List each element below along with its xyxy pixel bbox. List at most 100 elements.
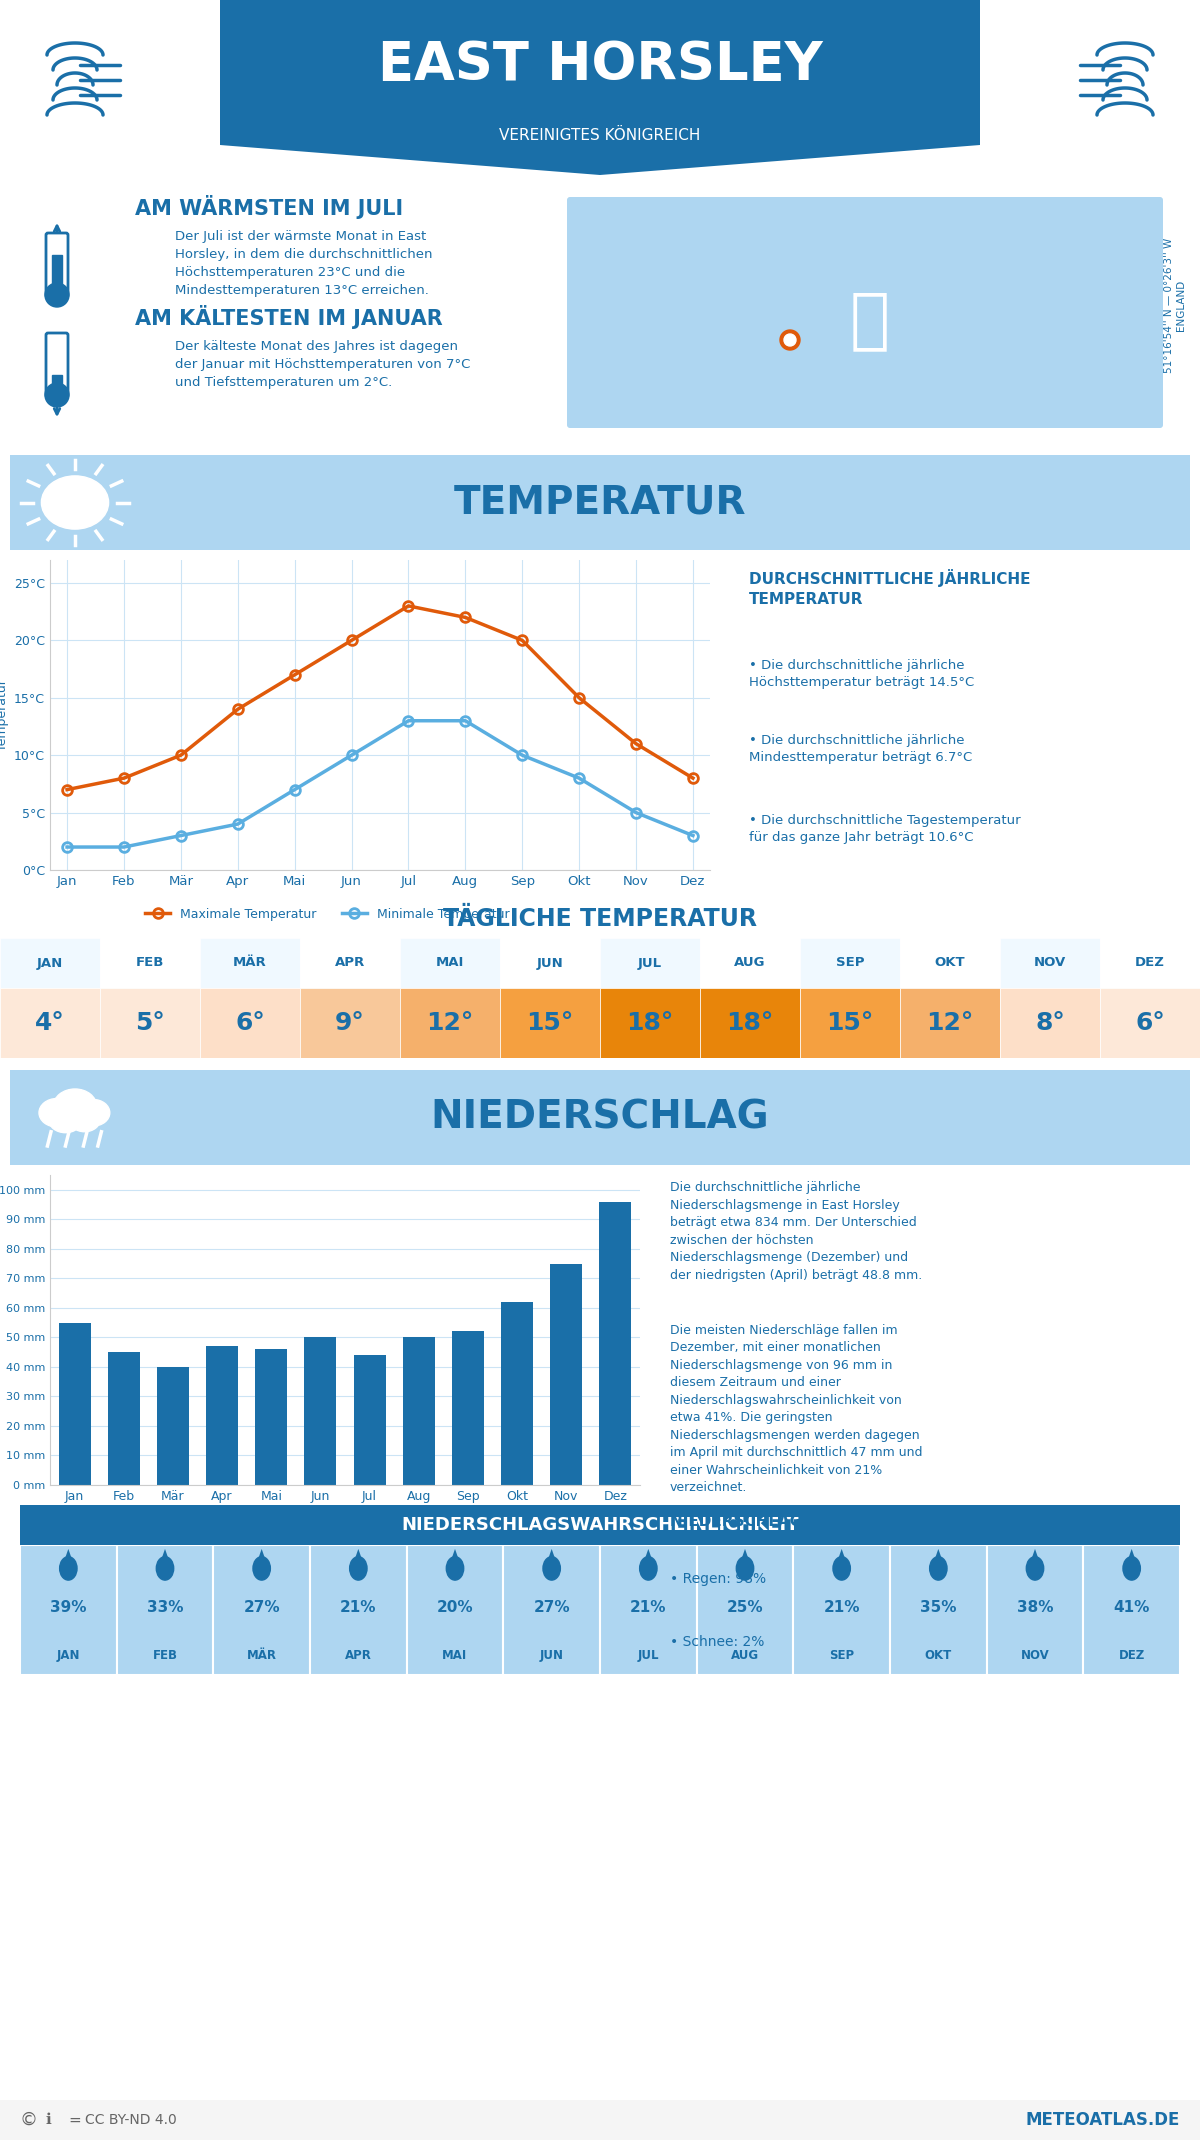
Text: DEZ: DEZ	[1118, 1650, 1145, 1663]
Text: AUG: AUG	[734, 957, 766, 969]
Polygon shape	[61, 1549, 76, 1569]
Polygon shape	[158, 1549, 172, 1569]
Text: ℹ: ℹ	[46, 2112, 50, 2127]
Circle shape	[446, 1556, 463, 1579]
Text: • Regen: 98%: • Regen: 98%	[670, 1573, 766, 1586]
Text: DEZ: DEZ	[1135, 957, 1165, 969]
Polygon shape	[738, 1549, 751, 1569]
Text: VEREINIGTES KÖNIGREICH: VEREINIGTES KÖNIGREICH	[499, 128, 701, 143]
Text: 27%: 27%	[533, 1601, 570, 1616]
Text: 8°: 8°	[1036, 1010, 1064, 1036]
Text: MAI: MAI	[436, 957, 464, 969]
Circle shape	[77, 1100, 110, 1126]
Circle shape	[46, 282, 70, 306]
Circle shape	[49, 1106, 82, 1132]
Circle shape	[349, 1556, 367, 1579]
Circle shape	[1026, 1556, 1044, 1579]
Bar	[403, 1338, 434, 1485]
Bar	[1000, 937, 1100, 989]
Text: SEP: SEP	[835, 957, 864, 969]
Text: NIEDERSCHLAG: NIEDERSCHLAG	[431, 1098, 769, 1136]
Bar	[800, 937, 900, 989]
Bar	[200, 937, 300, 989]
Bar	[400, 989, 500, 1057]
Bar	[502, 1301, 533, 1485]
Text: NIEDERSCHLAG NACH TYP: NIEDERSCHLAG NACH TYP	[670, 1515, 894, 1530]
Polygon shape	[1028, 1549, 1042, 1569]
Circle shape	[54, 1089, 96, 1124]
Text: MÄR: MÄR	[247, 1650, 277, 1663]
Text: DURCHSCHNITTLICHE JÄHRLICHE
TEMPERATUR: DURCHSCHNITTLICHE JÄHRLICHE TEMPERATUR	[749, 569, 1031, 608]
Text: 20%: 20%	[437, 1601, 473, 1616]
FancyBboxPatch shape	[0, 454, 1200, 550]
Bar	[300, 937, 400, 989]
Bar	[900, 989, 1000, 1057]
Text: OKT: OKT	[925, 1650, 952, 1663]
Text: 21%: 21%	[340, 1601, 377, 1616]
Polygon shape	[352, 1549, 365, 1569]
Text: • Die durchschnittliche jährliche
Höchsttemperatur beträgt 14.5°C: • Die durchschnittliche jährliche Höchst…	[749, 659, 974, 689]
Bar	[0, 937, 100, 989]
Bar	[206, 1346, 238, 1485]
Bar	[1000, 989, 1100, 1057]
Text: NOV: NOV	[1034, 957, 1066, 969]
Bar	[700, 937, 800, 989]
Polygon shape	[931, 1549, 946, 1569]
Text: SEP: SEP	[829, 1650, 854, 1663]
Text: 6°: 6°	[1135, 1010, 1165, 1036]
Bar	[986, 1545, 1084, 1676]
Bar	[600, 1545, 697, 1676]
Text: JAN: JAN	[56, 1650, 80, 1663]
Text: 15°: 15°	[527, 1010, 574, 1036]
Legend: Maximale Temperatur, Minimale Temperatur: Maximale Temperatur, Minimale Temperatur	[140, 903, 515, 927]
Text: 39%: 39%	[50, 1601, 86, 1616]
Bar	[0, 989, 100, 1057]
Text: 5°: 5°	[136, 1010, 164, 1036]
FancyBboxPatch shape	[0, 1070, 1200, 1166]
Text: JUL: JUL	[638, 957, 662, 969]
Bar	[256, 1348, 287, 1485]
Y-axis label: Temperatur: Temperatur	[0, 678, 8, 751]
Circle shape	[41, 475, 108, 529]
Bar	[20, 1545, 116, 1676]
Circle shape	[156, 1556, 174, 1579]
Bar	[310, 1545, 407, 1676]
Text: 21%: 21%	[823, 1601, 860, 1616]
Text: JUN: JUN	[540, 1650, 564, 1663]
Text: 33%: 33%	[146, 1601, 184, 1616]
Text: AM WÄRMSTEN IM JULI: AM WÄRMSTEN IM JULI	[134, 195, 403, 218]
Bar	[52, 374, 62, 396]
Polygon shape	[642, 1549, 655, 1569]
Text: Die durchschnittliche jährliche
Niederschlagsmenge in East Horsley
beträgt etwa : Die durchschnittliche jährliche Niedersc…	[670, 1181, 923, 1282]
Text: 21%: 21%	[630, 1601, 666, 1616]
Bar	[116, 1545, 214, 1676]
Text: Der Juli ist der wärmste Monat in East
Horsley, in dem die durchschnittlichen
Hö: Der Juli ist der wärmste Monat in East H…	[175, 229, 432, 297]
Polygon shape	[254, 1549, 269, 1569]
Polygon shape	[1124, 1549, 1139, 1569]
Bar	[900, 937, 1000, 989]
Text: AUG: AUG	[731, 1650, 760, 1663]
Text: APR: APR	[344, 1650, 372, 1663]
Bar	[452, 1331, 484, 1485]
Text: NIEDERSCHLAGSWAHRSCHEINLICHKEIT: NIEDERSCHLAGSWAHRSCHEINLICHKEIT	[401, 1515, 799, 1534]
Circle shape	[1123, 1556, 1140, 1579]
Text: 51°16'54'' N — 0°26'3'' W
ENGLAND: 51°16'54'' N — 0°26'3'' W ENGLAND	[1164, 238, 1186, 372]
Bar	[354, 1355, 385, 1485]
Text: FEB: FEB	[136, 957, 164, 969]
FancyBboxPatch shape	[568, 197, 1163, 428]
Text: TÄGLICHE TEMPERATUR: TÄGLICHE TEMPERATUR	[443, 907, 757, 931]
FancyBboxPatch shape	[14, 454, 137, 550]
Bar	[200, 989, 300, 1057]
Circle shape	[784, 334, 796, 347]
Bar	[1100, 937, 1200, 989]
Polygon shape	[835, 1549, 848, 1569]
Bar	[1100, 989, 1200, 1057]
Text: • Schnee: 2%: • Schnee: 2%	[670, 1635, 764, 1650]
FancyBboxPatch shape	[14, 1070, 137, 1166]
Bar	[100, 937, 200, 989]
Bar	[500, 989, 600, 1057]
Bar	[503, 1545, 600, 1676]
Polygon shape	[220, 0, 980, 175]
Circle shape	[640, 1556, 658, 1579]
Bar	[52, 255, 62, 295]
